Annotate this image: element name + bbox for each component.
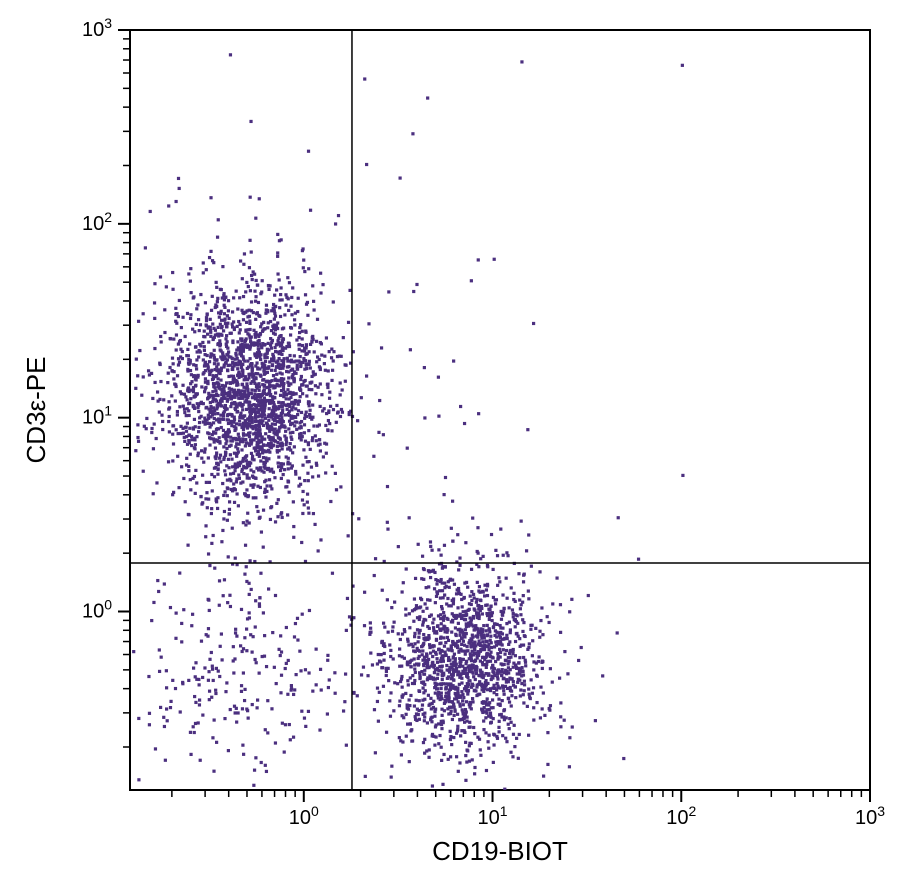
- scatter-chart: 100 101 102 103 100 101 102 103 CD19-BIOT CD3ε…: [0, 0, 901, 896]
- x-axis-label: CD19-BIOT: [432, 836, 568, 866]
- y-tick-label: 103: [82, 15, 112, 41]
- y-tick-label: 100: [82, 597, 112, 623]
- y-axis-label: CD3ε-PE: [21, 357, 51, 464]
- x-tick-label: 102: [666, 803, 696, 829]
- x-tick-labels: 100 101 102 103: [289, 803, 885, 829]
- x-ticks: [172, 790, 870, 802]
- figure-container: 100 101 102 103 100 101 102 103 CD19-BIOT CD3ε…: [0, 0, 901, 896]
- x-tick-label: 100: [289, 803, 319, 829]
- x-tick-label: 101: [478, 803, 508, 829]
- y-tick-label: 101: [82, 403, 112, 429]
- y-tick-labels: 100 101 102 103: [82, 15, 112, 623]
- y-tick-label: 102: [82, 209, 112, 235]
- plot-background: [130, 30, 870, 790]
- x-tick-label: 103: [855, 803, 885, 829]
- y-ticks: [118, 30, 130, 747]
